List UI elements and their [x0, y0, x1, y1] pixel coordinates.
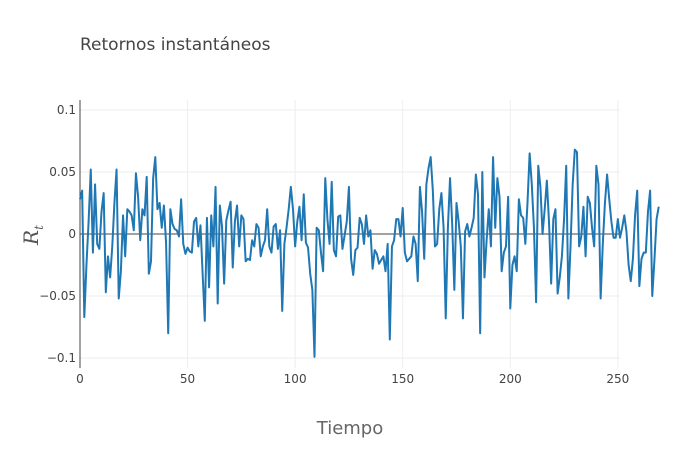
x-axis-ticks: 0 50 100 150 200 250	[76, 372, 629, 386]
x-tick-label: 200	[499, 372, 522, 386]
y-tick-label: −0.1	[47, 351, 76, 365]
x-tick-label: 100	[284, 372, 307, 386]
x-tick-label: 150	[391, 372, 414, 386]
chart-title: Retornos instantáneos	[80, 35, 271, 55]
svg-text:Rt: Rt	[19, 225, 46, 246]
x-tick-label: 50	[180, 372, 195, 386]
series-layer	[79, 148, 660, 358]
y-axis-label-subscript: t	[32, 225, 46, 230]
x-tick-label: 250	[606, 372, 629, 386]
y-axis-ticks: −0.1 −0.05 0 0.05 0.1	[39, 103, 76, 365]
x-axis-label: Tiempo	[316, 418, 384, 439]
y-tick-label: −0.05	[39, 289, 76, 303]
y-tick-label: 0.1	[57, 103, 76, 117]
x-tick-label: 0	[76, 372, 84, 386]
series-line	[79, 148, 660, 358]
y-tick-label: 0.05	[49, 165, 76, 179]
y-axis-label-main: R	[19, 230, 43, 246]
y-tick-label: 0	[68, 227, 76, 241]
y-axis-label: Rt	[19, 225, 46, 246]
